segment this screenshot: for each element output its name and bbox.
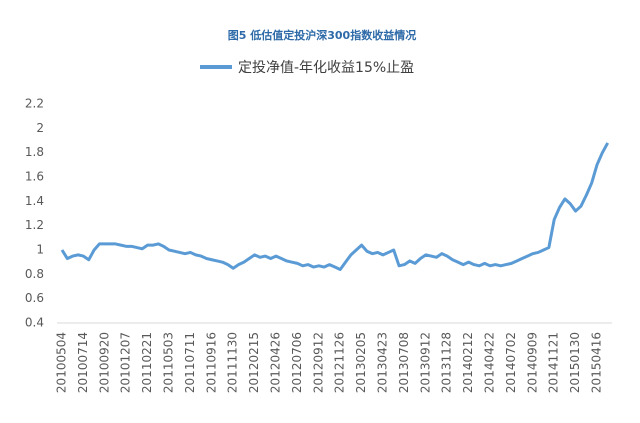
- x-tick-label: 20120912: [311, 332, 325, 393]
- legend-label: 定投净值-年化收益15%止盈: [238, 60, 414, 76]
- x-tick-label: 20140909: [525, 332, 539, 393]
- y-tick-label: 1.2: [25, 218, 44, 232]
- y-tick-label: 2: [36, 121, 44, 135]
- x-tick-label: 20130423: [376, 332, 390, 393]
- y-tick-label: 1: [36, 243, 44, 257]
- x-tick-label: 20140702: [504, 332, 518, 393]
- x-tick-label: 20100714: [76, 332, 90, 393]
- x-tick-label: 20120215: [247, 332, 261, 393]
- x-tick-label: 20140422: [483, 332, 497, 393]
- x-tick-label: 20110711: [183, 332, 197, 393]
- y-tick-label: 1.8: [25, 145, 44, 159]
- x-tick-label: 20130912: [418, 332, 432, 393]
- x-tick-label: 20111130: [226, 332, 240, 393]
- x-tick-label: 20130205: [354, 332, 368, 393]
- x-tick-label: 20120426: [269, 332, 283, 393]
- x-tick-label: 20110916: [204, 332, 218, 393]
- y-tick-label: 1.6: [25, 170, 44, 184]
- x-tick-label: 20130708: [397, 332, 411, 393]
- x-tick-label: 20110503: [162, 332, 176, 393]
- y-tick-label: 2.2: [25, 97, 44, 111]
- y-tick-label: 0.4: [25, 316, 44, 330]
- x-tick-label: 20150130: [568, 332, 582, 393]
- y-tick-label: 0.6: [25, 291, 44, 305]
- x-tick-label: 20100504: [55, 332, 69, 393]
- series-line: [60, 142, 610, 271]
- x-tick-label: 20110221: [140, 332, 154, 393]
- y-tick-label: 0.8: [25, 267, 44, 281]
- x-tick-label: 20121126: [333, 332, 347, 393]
- x-tick-label: 20141121: [547, 332, 561, 393]
- x-tick-label: 20120706: [290, 332, 304, 393]
- x-tick-label: 20101207: [119, 332, 133, 393]
- chart-title: 图5 低估值定投沪深300指数收益情况: [228, 28, 416, 42]
- x-tick-label: 20150416: [590, 332, 604, 393]
- x-tick-label: 20100920: [97, 332, 111, 393]
- x-tick-label: 20131128: [440, 332, 454, 393]
- x-tick-label: 20140212: [461, 332, 475, 393]
- y-tick-label: 1.4: [25, 194, 44, 208]
